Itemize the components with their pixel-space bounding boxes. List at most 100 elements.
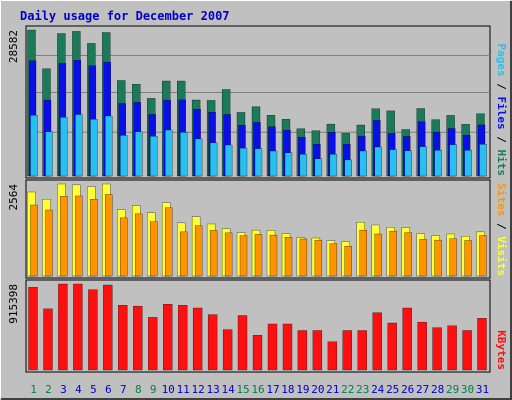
bar-kbytes-day-1	[28, 287, 38, 371]
bar-pages-day-11	[180, 132, 188, 177]
bar-sites-day-2	[45, 209, 53, 277]
bar-kbytes-day-19	[297, 330, 308, 371]
bar-sites-day-29	[449, 238, 457, 277]
bar-sites-day-21	[329, 243, 338, 277]
bar-sites-day-3	[60, 196, 68, 277]
bar-sites-day-22	[344, 246, 352, 277]
bar-pages-day-3	[60, 117, 68, 177]
bar-kbytes-day-23	[357, 330, 367, 371]
bar-sites-day-31	[479, 235, 487, 277]
legend-text: Pages / Files / Hits	[495, 44, 508, 177]
bar-kbytes-day-17	[267, 323, 278, 371]
x-tick-label-day-2: 2	[45, 383, 52, 396]
x-tick-label-day-9: 9	[150, 383, 157, 396]
bar-pages-day-15	[239, 147, 248, 177]
bar-kbytes-day-21	[327, 341, 338, 371]
x-axis-day-labels: 1 2 3 4 5 6 7 8 9 10 11 12 13 14 15 16 17 18 19 20 21 22 23 24 2…	[30, 383, 489, 396]
bar-pages-day-10	[165, 129, 173, 177]
bar-pages-day-27	[419, 146, 427, 177]
bar-kbytes-day-26	[402, 307, 412, 371]
bar-sites-day-26	[404, 232, 412, 277]
bar-kbytes-day-30	[462, 330, 472, 371]
x-tick-label-day-15: 15	[236, 383, 249, 396]
bar-pages-day-9	[150, 136, 158, 177]
bar-sites-day-15	[239, 235, 248, 277]
bar-pages-day-21	[329, 154, 338, 177]
x-tick-label-day-29: 29	[446, 383, 459, 396]
bar-pages-day-13	[209, 142, 218, 177]
bar-sites-day-18	[284, 237, 293, 277]
bar-sites-day-13	[209, 230, 218, 277]
bar-kbytes-day-11	[178, 305, 188, 371]
bar-pages-day-31	[479, 144, 487, 177]
bar-kbytes-day-14	[222, 329, 233, 371]
bar-pages-day-7	[120, 135, 128, 177]
bar-pages-day-18	[284, 152, 293, 177]
x-tick-label-day-13: 13	[206, 383, 219, 396]
bar-pages-day-12	[194, 138, 203, 177]
x-tick-label-day-20: 20	[311, 383, 324, 396]
bar-pages-day-17	[269, 150, 278, 177]
legend-hits-files-pages: Pages / Files / Hits	[495, 44, 508, 177]
bar-pages-day-26	[404, 150, 412, 177]
bar-sites-day-30	[464, 240, 472, 277]
bar-pages-day-8	[135, 131, 143, 177]
bar-pages-day-22	[344, 159, 352, 177]
x-tick-label-day-22: 22	[341, 383, 354, 396]
bar-pages-day-5	[90, 119, 98, 177]
x-tick-label-day-4: 4	[75, 383, 82, 396]
bar-sites-day-8	[135, 213, 143, 277]
legend-separator: /	[495, 77, 508, 97]
bar-sites-day-5	[90, 199, 98, 277]
bar-sites-day-11	[180, 231, 188, 277]
bar-pages-day-2	[45, 131, 53, 177]
bar-kbytes-day-15	[237, 315, 248, 371]
legend-item-files: Files	[495, 97, 508, 130]
x-tick-label-day-27: 27	[416, 383, 429, 396]
bar-pages-day-19	[299, 154, 308, 177]
bar-sites-day-9	[150, 221, 158, 277]
bar-kbytes-day-22	[342, 330, 352, 371]
y-max-label-visits: 2564	[7, 184, 20, 211]
bar-pages-day-28	[434, 150, 442, 177]
bar-pages-day-4	[75, 114, 83, 177]
bar-sites-day-6	[105, 194, 113, 277]
legend-item-hits: Hits	[495, 150, 508, 177]
x-tick-label-day-21: 21	[326, 383, 339, 396]
legend-item-pages: Pages	[495, 44, 508, 77]
bar-kbytes-day-10	[163, 304, 173, 371]
legend-item-sites: Sites	[495, 183, 508, 216]
chart-title: Daily usage for December 2007	[20, 9, 230, 23]
bar-sites-day-4	[75, 195, 83, 277]
x-tick-label-day-11: 11	[177, 383, 190, 396]
bar-kbytes-day-29	[447, 325, 457, 371]
y-max-label-kbytes: 915398	[7, 284, 20, 324]
bar-sites-day-12	[194, 225, 203, 277]
bar-kbytes-day-3	[58, 283, 68, 371]
bar-pages-day-6	[105, 115, 113, 177]
kbytes-bars	[28, 283, 487, 371]
bar-pages-day-14	[224, 144, 233, 177]
legend-text: KBytes	[495, 330, 508, 370]
x-tick-label-day-14: 14	[221, 383, 235, 396]
x-tick-label-day-30: 30	[461, 383, 474, 396]
legend-item-kbytes: KBytes	[495, 330, 508, 370]
x-tick-label-day-28: 28	[431, 383, 444, 396]
x-tick-label-day-25: 25	[386, 383, 399, 396]
x-tick-label-day-1: 1	[30, 383, 37, 396]
x-tick-label-day-16: 16	[251, 383, 264, 396]
bar-sites-day-7	[120, 217, 128, 277]
bar-kbytes-day-18	[282, 323, 293, 371]
legend-kbytes: KBytes	[495, 330, 508, 370]
x-tick-label-day-26: 26	[401, 383, 414, 396]
bar-pages-day-16	[254, 148, 263, 177]
legend-sites-visits: Sites / Visits	[495, 183, 508, 276]
bar-kbytes-day-16	[252, 335, 263, 371]
bar-kbytes-day-24	[372, 312, 382, 371]
bar-sites-day-25	[389, 230, 397, 277]
bar-pages-day-30	[464, 150, 472, 177]
bar-kbytes-day-31	[477, 318, 487, 371]
bar-sites-day-28	[434, 239, 442, 277]
